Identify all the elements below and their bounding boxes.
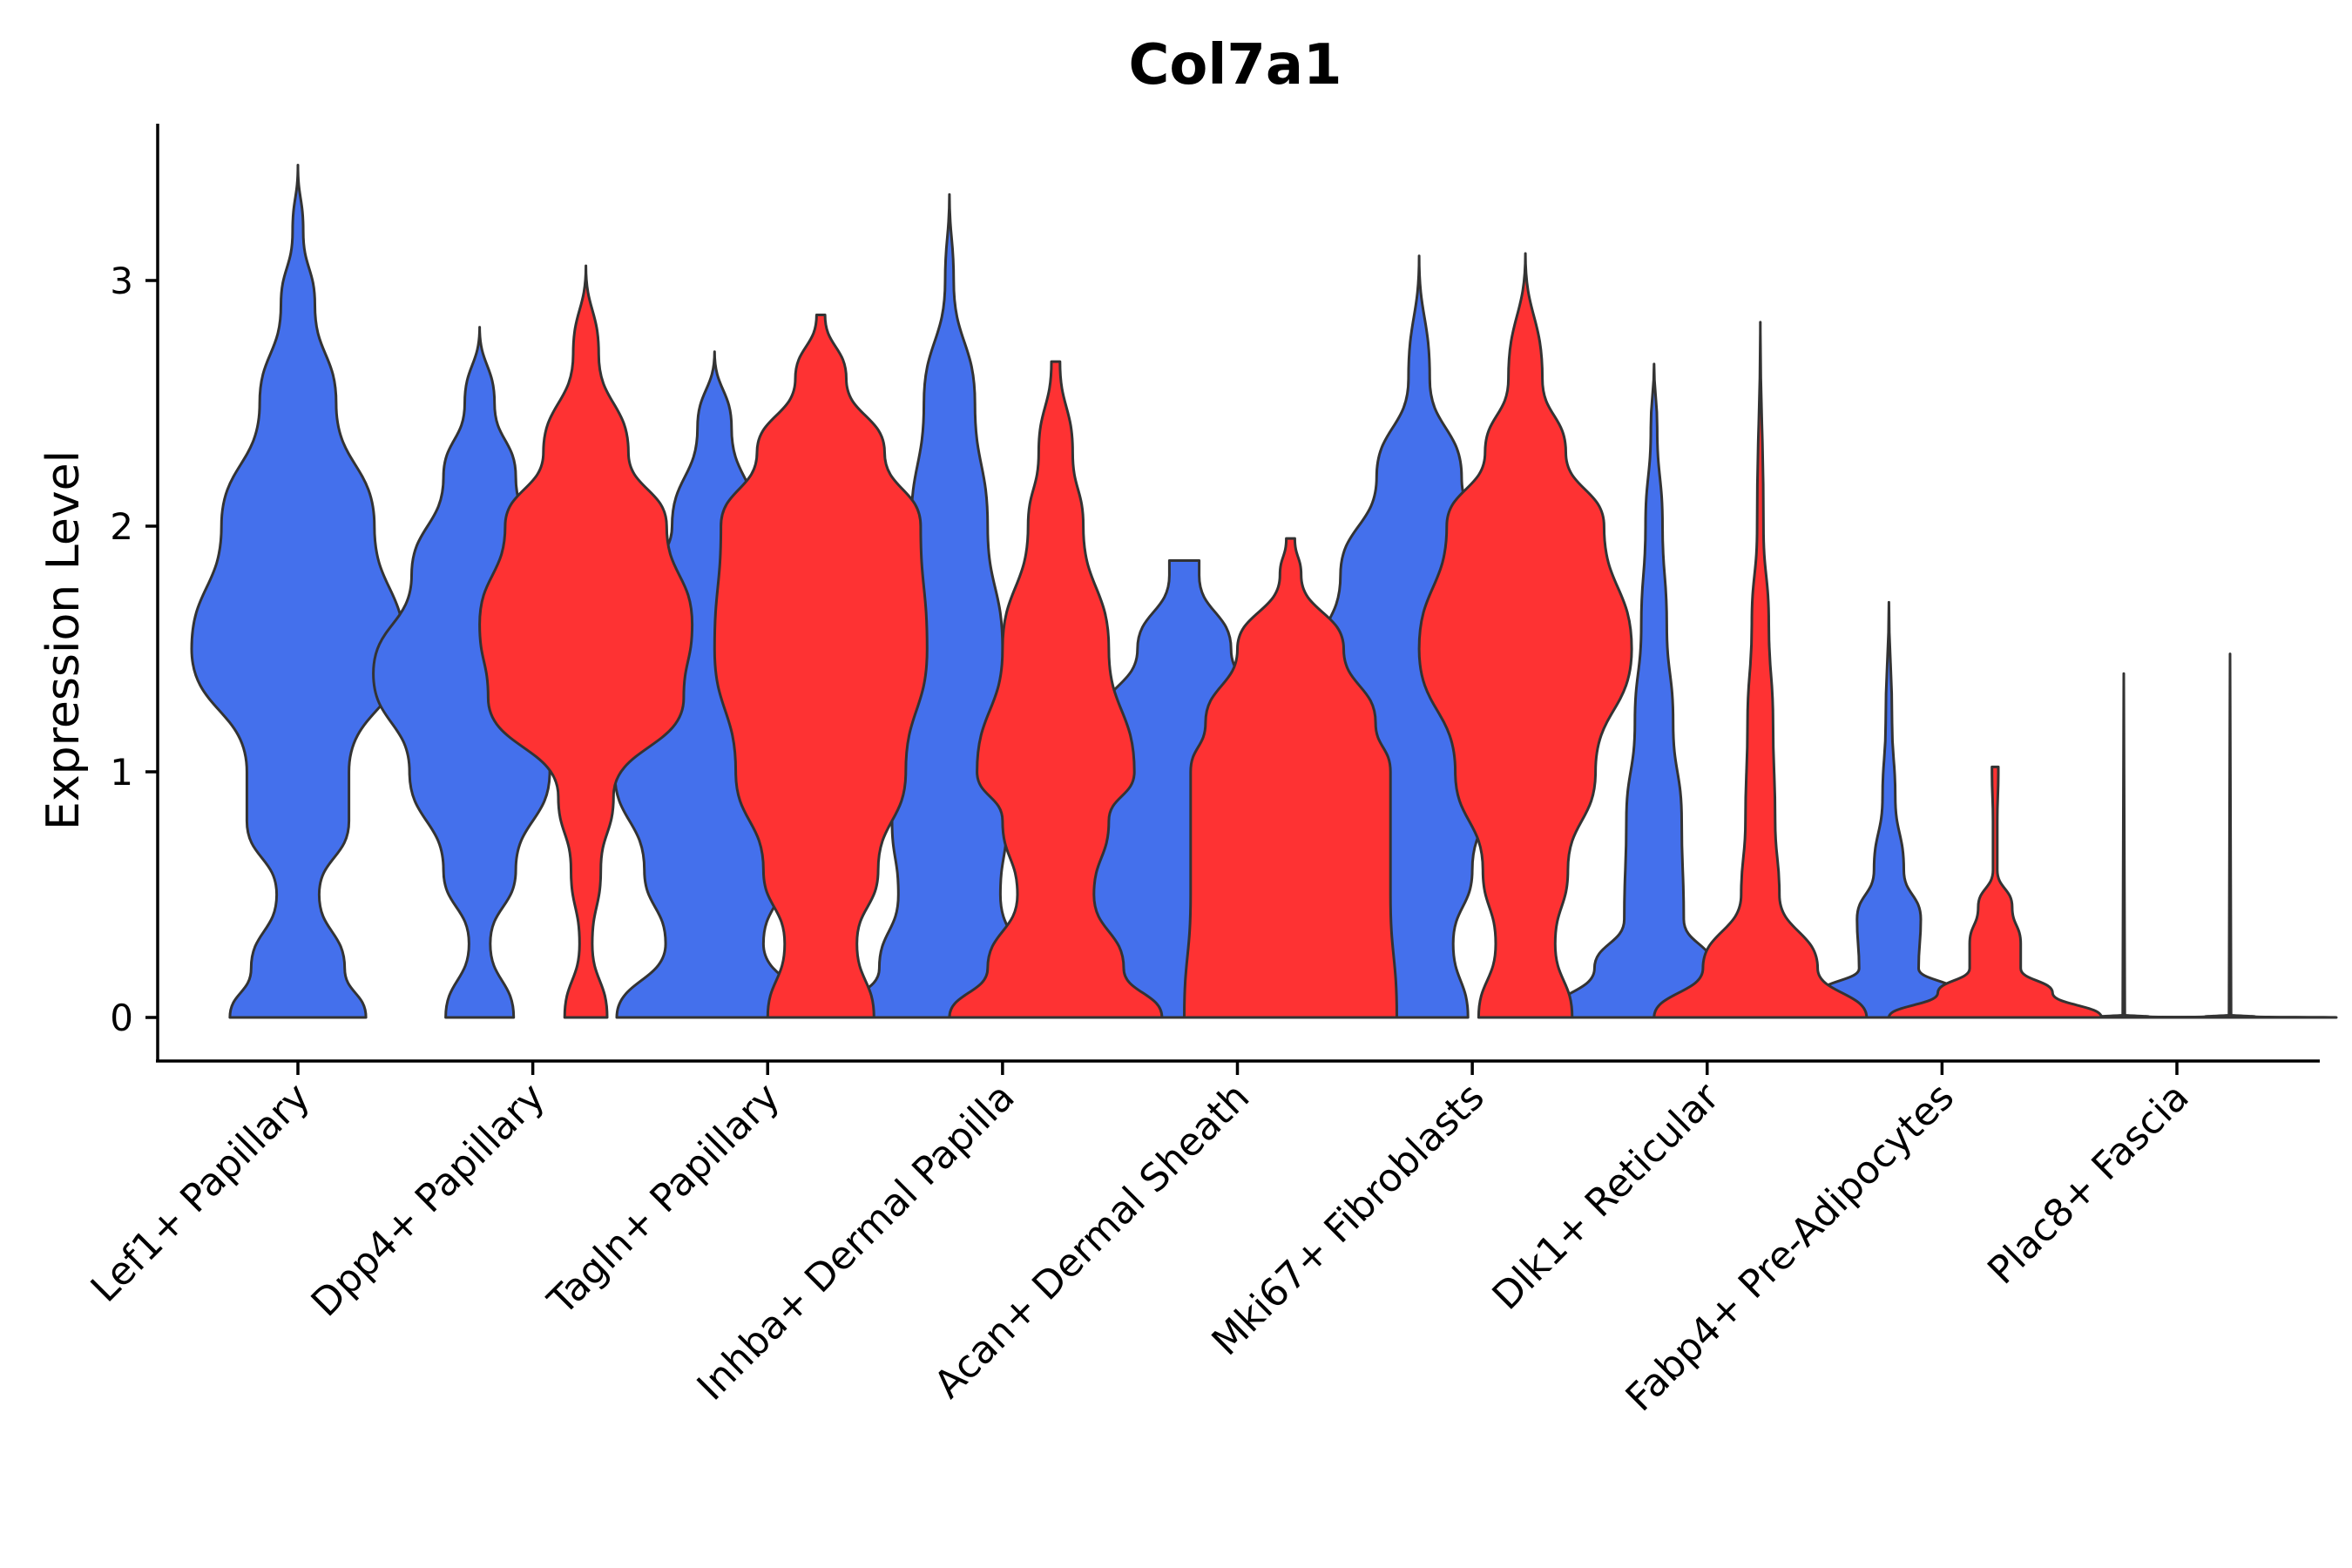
y-tick-label: 2 <box>110 505 133 548</box>
violin-acan-dermal-sheath-group-2 <box>1183 537 1398 1019</box>
x-tick-label: Dpp4+ Papillary <box>303 1075 554 1326</box>
violin-plac8-fascia-group-2 <box>2122 652 2338 1019</box>
violin-fabp4-pre-adipocytes-group-2 <box>1887 765 2103 1019</box>
x-tick-label: Mki67+ Fibroblasts <box>1204 1075 1493 1364</box>
y-axis-ticks: 0 1 2 3 <box>110 260 158 1039</box>
y-tick-label: 0 <box>110 997 133 1039</box>
violin-plac8-fascia-group-1 <box>2016 672 2232 1019</box>
x-tick-label: Dlk1+ Reticular <box>1484 1074 1729 1319</box>
y-axis-label: Expression Level <box>37 450 90 830</box>
violin-tagln-papillary-group-2 <box>713 314 929 1019</box>
violin-dlk1-reticular-group-2 <box>1652 321 1869 1019</box>
violin-dpp4-papillary-group-1 <box>372 326 588 1019</box>
chart-title: Col7a1 <box>1128 33 1342 98</box>
y-tick-label: 1 <box>110 751 133 794</box>
y-tick-label: 3 <box>110 260 133 302</box>
violin-fabp4-pre-adipocytes-group-1 <box>1781 600 1997 1019</box>
x-tick-label: Plac8+ Fascia <box>1979 1075 2198 1294</box>
violin-layer <box>190 164 2338 1019</box>
violin-inhba-dermal-papilla-group-2 <box>948 360 1164 1019</box>
x-tick-label: Lef1+ Papillary <box>83 1075 319 1311</box>
x-tick-label: Tagln+ Papillary <box>539 1075 788 1324</box>
violin-dlk1-reticular-group-1 <box>1546 362 1762 1019</box>
violin-lef1-papillary-group-1 <box>190 164 406 1019</box>
violin-mki67-fibroblasts-group-2 <box>1417 252 1633 1019</box>
violin-dpp4-papillary-group-2 <box>478 264 694 1019</box>
